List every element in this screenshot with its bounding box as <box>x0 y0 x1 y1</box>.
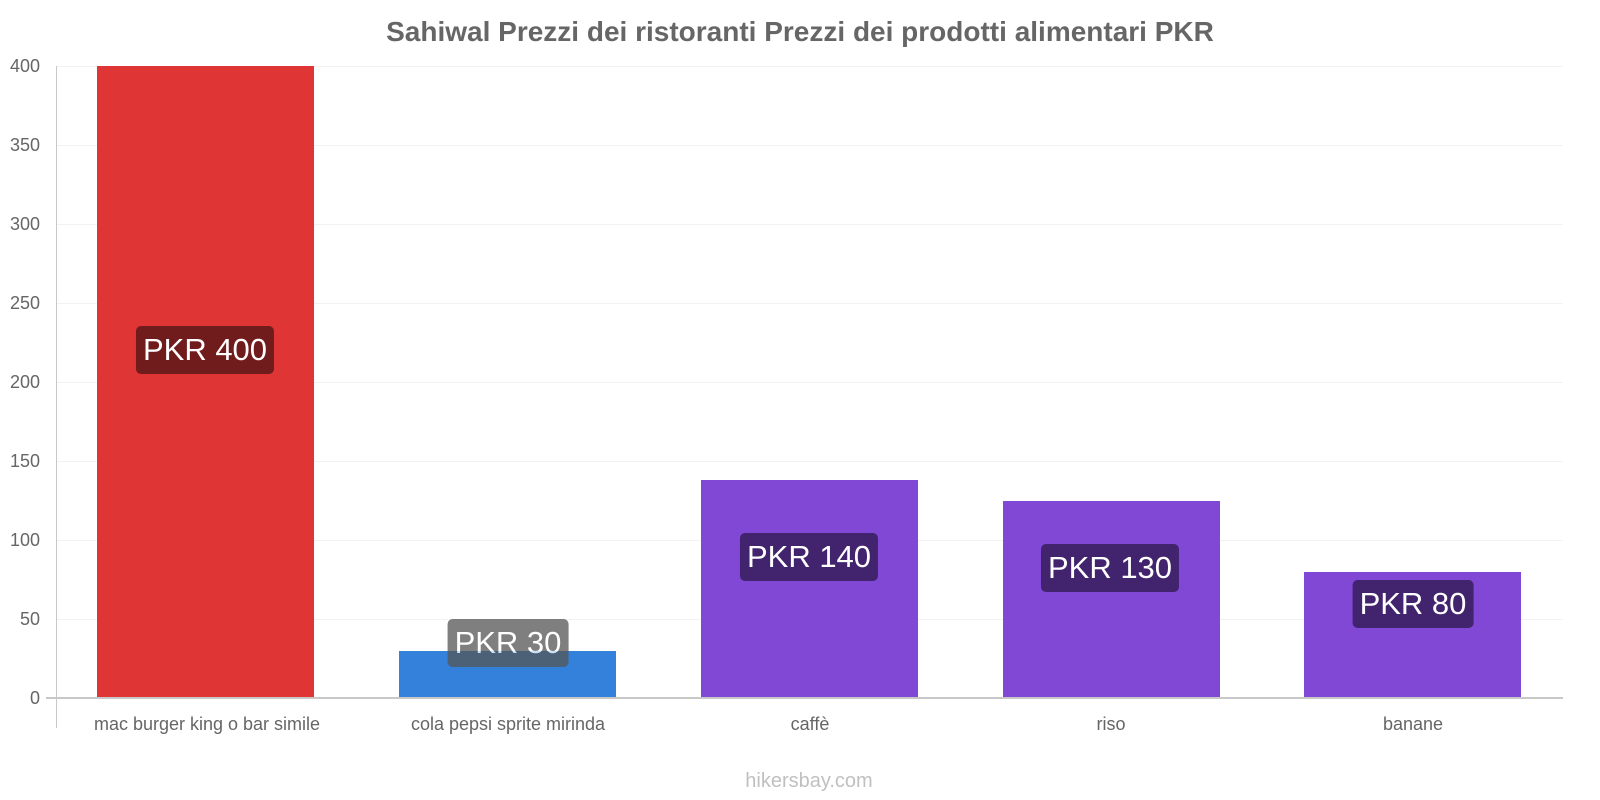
gridline <box>56 382 1563 383</box>
bar-value-label: PKR 130 <box>1040 544 1180 592</box>
y-tick-label: 100 <box>9 530 40 550</box>
bar-caffe[interactable] <box>701 479 918 698</box>
bar-mac-burger[interactable] <box>97 66 314 698</box>
gridline <box>56 224 1563 225</box>
y-tick-label: 400 <box>9 56 40 76</box>
watermark: hikersbay.com <box>745 770 873 792</box>
gridline <box>56 303 1563 304</box>
bar-value-label: PKR 30 <box>447 619 569 667</box>
x-category-label: caffè <box>790 714 830 734</box>
y-tick-label: 250 <box>9 293 40 313</box>
x-category-label: riso <box>1096 714 1126 734</box>
bar-value-label: PKR 80 <box>1352 580 1474 628</box>
x-category-label: banane <box>1382 714 1444 734</box>
bar-value-label: PKR 400 <box>135 326 275 374</box>
y-tick-label: 0 <box>29 688 40 708</box>
bar-value-label: PKR 140 <box>739 533 879 581</box>
gridline <box>56 461 1563 462</box>
y-tick-label: 150 <box>9 451 40 471</box>
x-category-label: cola pepsi sprite mirinda <box>410 714 606 734</box>
y-axis <box>56 66 57 728</box>
y-tick-label: 350 <box>9 135 40 155</box>
y-tick-label: 300 <box>9 214 40 234</box>
x-axis <box>46 697 1563 699</box>
chart-title: Sahiwal Prezzi dei ristoranti Prezzi dei… <box>386 16 1214 47</box>
y-tick-label: 50 <box>19 609 40 629</box>
y-tick-label: 200 <box>9 372 40 392</box>
x-category-label: mac burger king o bar simile <box>93 714 321 734</box>
gridline <box>56 145 1563 146</box>
gridline <box>56 66 1563 67</box>
bar-riso[interactable] <box>1003 500 1220 698</box>
